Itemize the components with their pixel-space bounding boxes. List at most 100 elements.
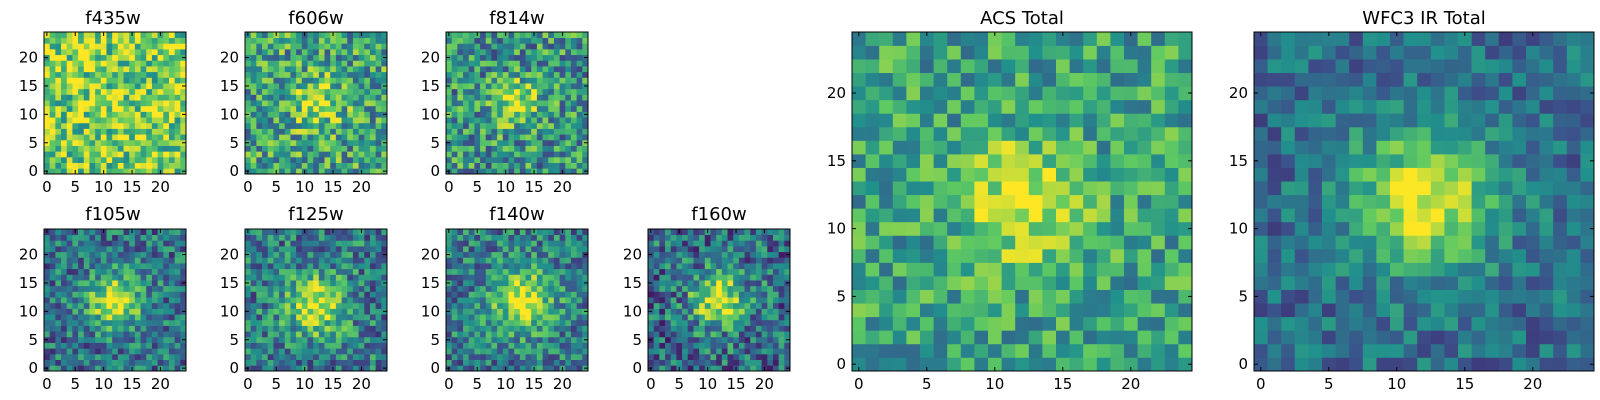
heatmap-cell	[988, 262, 1002, 277]
heatmap-cell	[670, 331, 677, 338]
heatmap-cell	[1015, 262, 1030, 277]
heatmap-cell	[55, 263, 62, 270]
heatmap-cell	[710, 280, 717, 287]
heatmap-cell	[559, 302, 566, 309]
heatmap-cell	[290, 71, 297, 78]
heatmap-cell	[565, 263, 572, 270]
heatmap-cell	[653, 234, 660, 241]
heatmap-cell	[451, 246, 458, 253]
heatmap-cell	[451, 134, 458, 141]
heatmap-cell	[296, 268, 303, 275]
axes-frame	[647, 228, 791, 372]
heatmap-cell	[112, 331, 119, 338]
heatmap-cell	[324, 111, 331, 118]
heatmap-cell	[906, 330, 921, 345]
heatmap-cell	[117, 49, 124, 56]
heatmap-cell	[457, 134, 464, 141]
heatmap-cell	[687, 229, 694, 236]
heatmap-cell	[61, 308, 68, 315]
heatmap-cell	[100, 151, 107, 158]
heatmap-cell	[542, 88, 549, 95]
heatmap-cell	[542, 139, 549, 146]
heatmap-cell	[250, 331, 257, 338]
heatmap-cell	[653, 302, 660, 309]
heatmap-cell	[1056, 276, 1070, 290]
heatmap-cell	[542, 134, 549, 141]
heatmap-cell	[687, 365, 694, 372]
heatmap-cell	[146, 117, 153, 124]
heatmap-cell	[474, 314, 481, 321]
heatmap-cell	[369, 122, 376, 129]
heatmap-cell	[744, 331, 751, 338]
heatmap-cell	[123, 122, 130, 129]
heatmap-cell	[117, 246, 124, 253]
heatmap-cell	[381, 353, 388, 360]
heatmap-cell	[559, 100, 566, 107]
heatmap-cell	[582, 302, 589, 309]
heatmap-cell	[480, 342, 487, 349]
heatmap-cell	[682, 246, 689, 253]
heatmap-cell	[250, 128, 257, 135]
heatmap-cell	[778, 297, 785, 304]
heatmap-cell	[117, 336, 124, 343]
heatmap-cell	[525, 257, 532, 264]
heatmap-cell	[301, 100, 308, 107]
heatmap-cell	[296, 280, 303, 287]
heatmap-cell	[151, 77, 158, 84]
heatmap-cell	[485, 83, 492, 90]
heatmap-cell	[1028, 167, 1043, 182]
heatmap-cell	[301, 71, 308, 78]
heatmap-cell	[330, 319, 337, 326]
heatmap-cell	[463, 83, 470, 90]
heatmap-cell	[279, 263, 286, 270]
heatmap-cell	[129, 151, 136, 158]
heatmap-cell	[879, 235, 894, 250]
x-tick-label: 10	[295, 178, 314, 196]
heatmap-cell	[352, 229, 359, 236]
heatmap-cell	[140, 66, 147, 73]
heatmap-cell	[89, 54, 96, 61]
y-tick-label: 5	[430, 134, 440, 152]
heatmap-cell	[381, 263, 388, 270]
heatmap-cell	[55, 66, 62, 73]
heatmap-cell	[335, 100, 342, 107]
heatmap-cell	[375, 365, 382, 372]
heatmap-cell	[307, 319, 314, 326]
heatmap-cell	[61, 66, 68, 73]
heatmap-cell	[525, 162, 532, 169]
heatmap-cell	[721, 268, 728, 275]
heatmap-cell	[474, 325, 481, 332]
heatmap-cell	[446, 37, 453, 44]
heatmap-cell	[163, 285, 170, 292]
heatmap-cell	[468, 280, 475, 287]
heatmap-cell	[341, 342, 348, 349]
heatmap-cell	[497, 60, 504, 67]
heatmap-cell	[468, 331, 475, 338]
heatmap-cell	[508, 325, 515, 332]
heatmap-cell	[463, 268, 470, 275]
heatmap-cell	[61, 139, 68, 146]
heatmap-cell	[157, 342, 164, 349]
heatmap-cell	[140, 105, 147, 112]
heatmap-cell	[347, 105, 354, 112]
heatmap-cell	[772, 342, 779, 349]
heatmap-cell	[670, 229, 677, 236]
heatmap-cell	[245, 246, 252, 253]
heatmap-cell	[570, 54, 577, 61]
heatmap-cell	[318, 246, 325, 253]
heatmap-cell	[468, 88, 475, 95]
heatmap-cell	[865, 154, 880, 168]
heatmap-cell	[168, 291, 175, 298]
heatmap-cell	[468, 94, 475, 101]
heatmap-cell	[352, 145, 359, 152]
heatmap-cell	[576, 268, 583, 275]
heatmap-cell	[301, 359, 308, 366]
heatmap-cell	[61, 314, 68, 321]
heatmap-cell	[369, 365, 376, 372]
heatmap-cell	[250, 54, 257, 61]
heatmap-cell	[676, 234, 683, 241]
heatmap-cell	[468, 365, 475, 372]
heatmap-cell	[553, 331, 560, 338]
heatmap-cell	[784, 319, 791, 326]
heatmap-cell	[123, 168, 130, 175]
